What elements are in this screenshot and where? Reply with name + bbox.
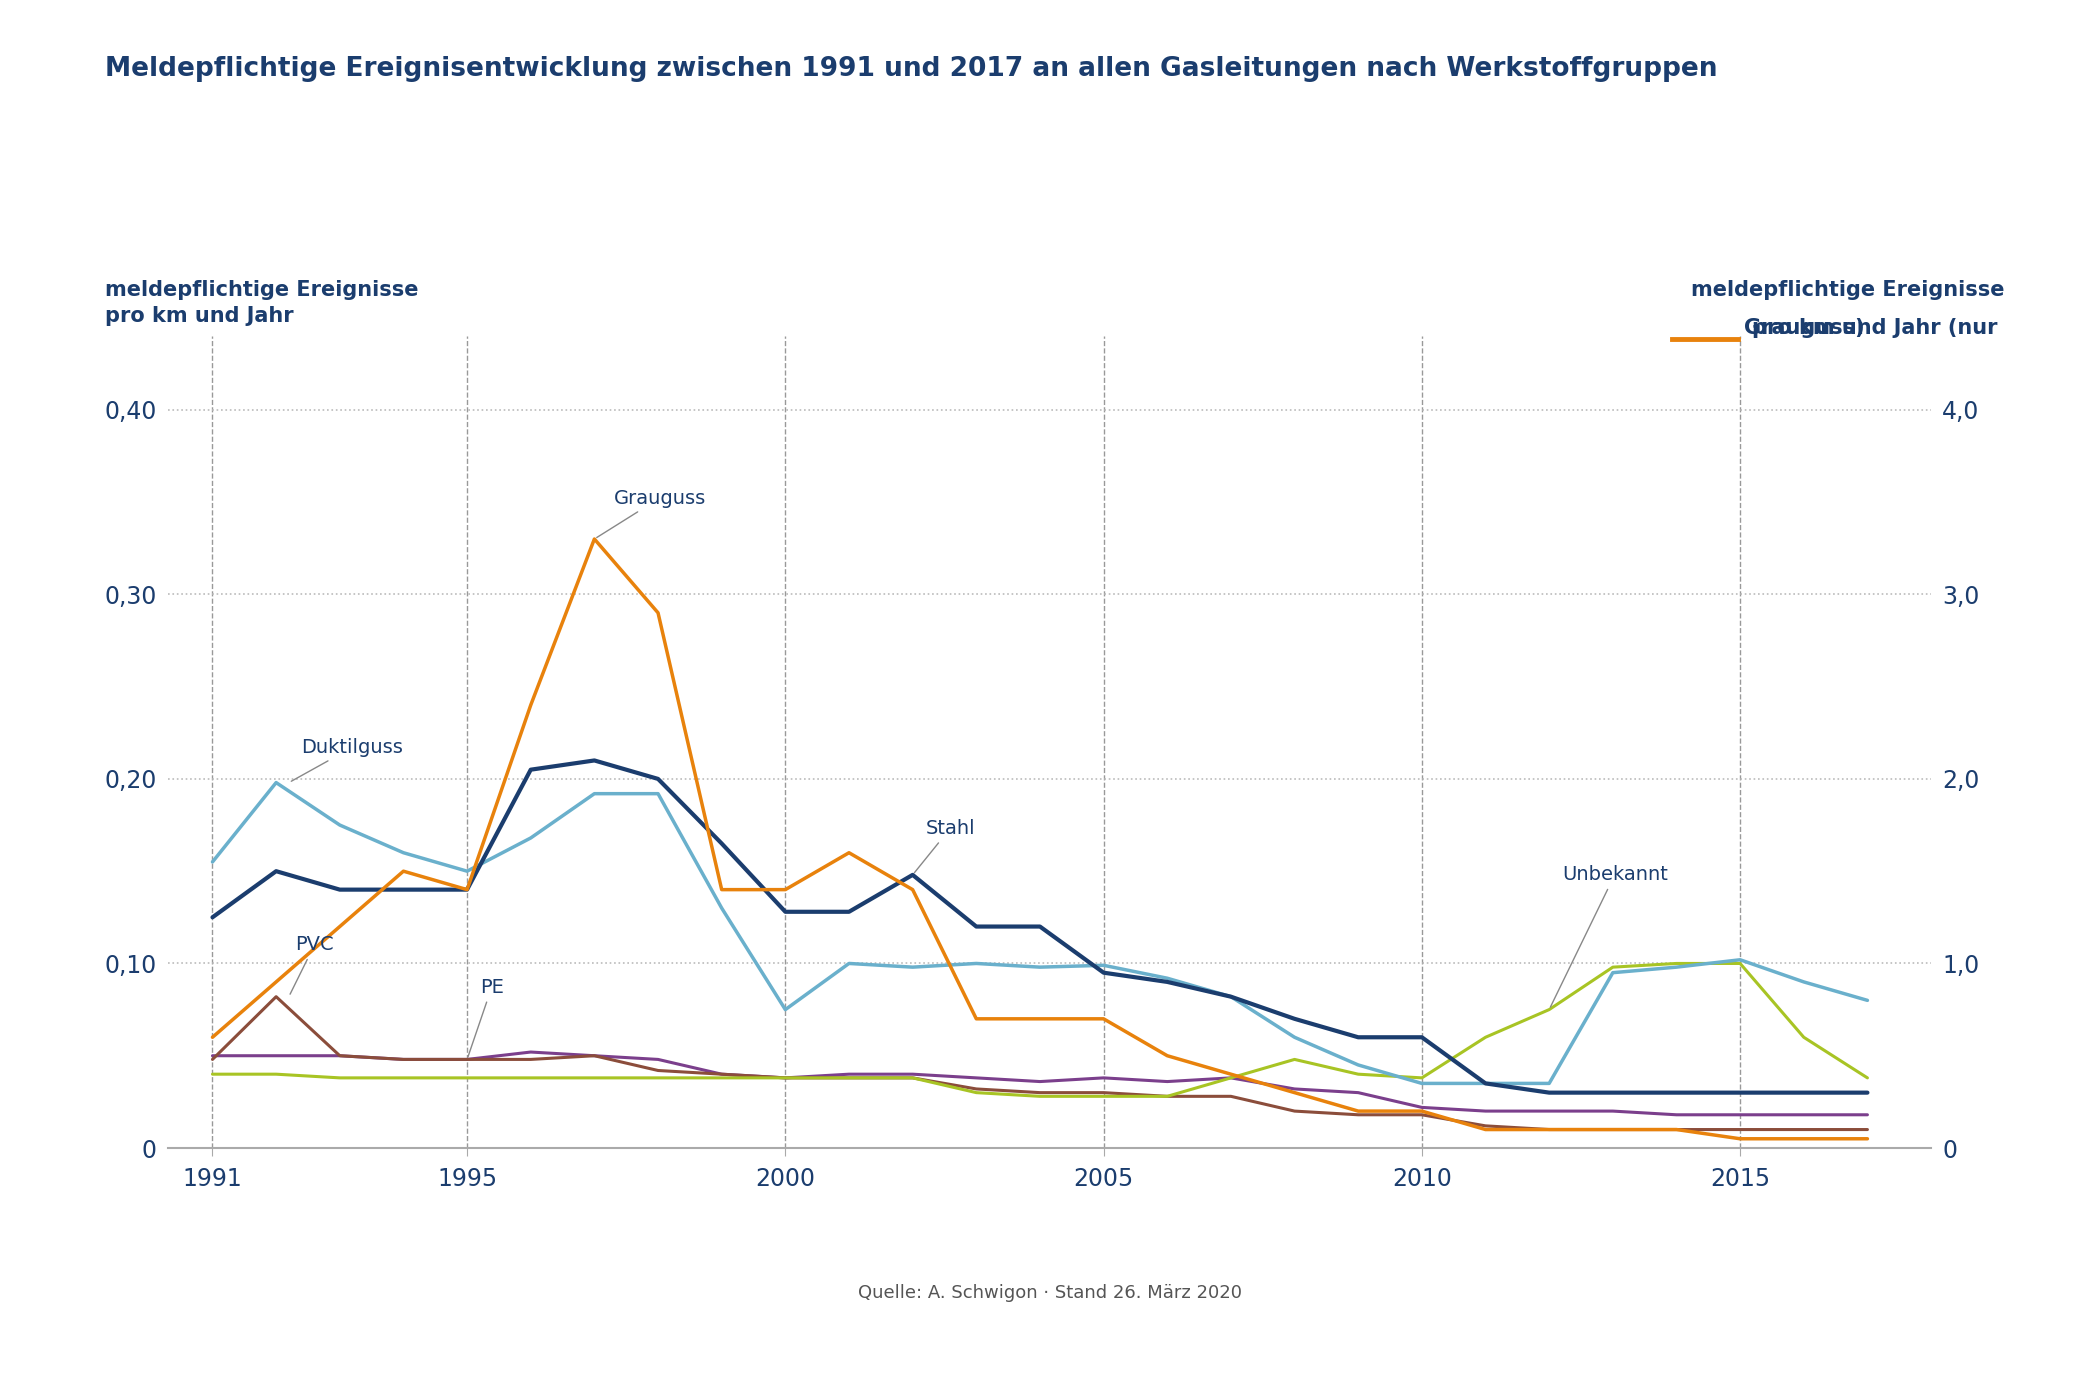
Text: Stahl: Stahl [915, 819, 976, 872]
Text: Grauguss): Grauguss) [1744, 318, 1864, 337]
Text: PVC: PVC [290, 935, 334, 994]
Text: Grauguss: Grauguss [596, 489, 705, 538]
Text: Unbekannt: Unbekannt [1551, 865, 1669, 1007]
Text: PE: PE [468, 977, 504, 1057]
Text: meldepflichtige Ereignisse: meldepflichtige Ereignisse [1692, 280, 2005, 300]
Text: Duktilguss: Duktilguss [292, 738, 403, 781]
Text: pro km und Jahr (nur: pro km und Jahr (nur [1753, 318, 2005, 337]
Text: Quelle: A. Schwigon · Stand 26. März 2020: Quelle: A. Schwigon · Stand 26. März 202… [858, 1284, 1241, 1302]
Text: meldepflichtige Ereignisse
pro km und Jahr: meldepflichtige Ereignisse pro km und Ja… [105, 280, 418, 326]
Text: Meldepflichtige Ereignisentwicklung zwischen 1991 und 2017 an allen Gasleitungen: Meldepflichtige Ereignisentwicklung zwis… [105, 56, 1717, 83]
